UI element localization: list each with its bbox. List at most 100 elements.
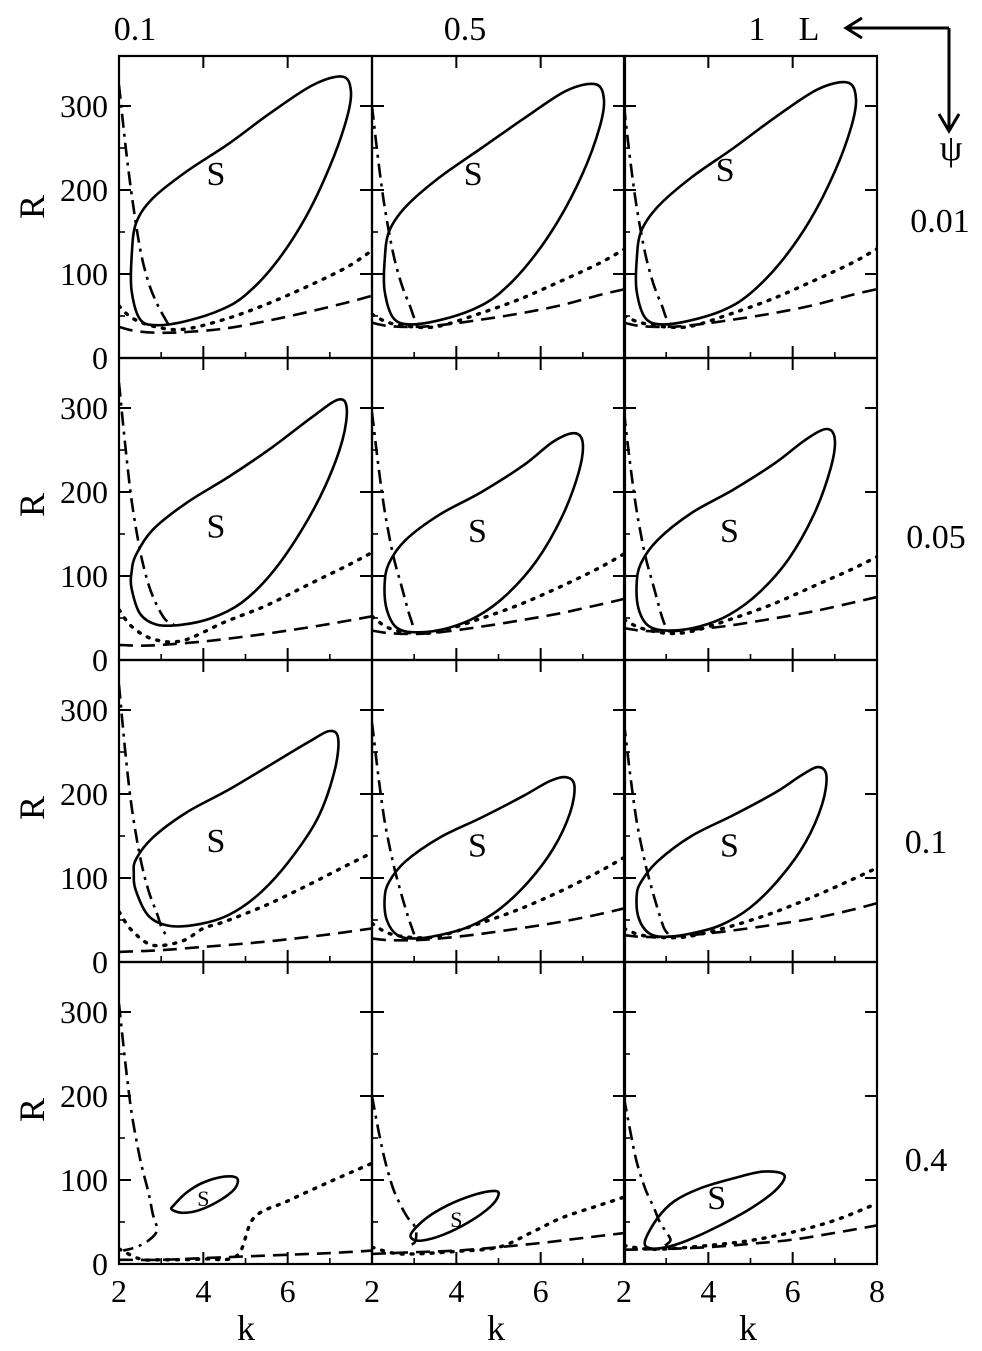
panel-L1-psi0.4: S bbox=[622, 960, 879, 1266]
stable-region-label: S bbox=[207, 156, 226, 193]
curve-dotted bbox=[624, 1201, 877, 1251]
curve-dashdot bbox=[119, 1003, 159, 1252]
y-tick-label: 100 bbox=[60, 558, 108, 594]
panel-L0.5-psi0.1: S bbox=[370, 658, 627, 964]
panel-L0.5-psi0.4: S bbox=[370, 960, 627, 1266]
l-value-0.1: 0.1 bbox=[114, 11, 157, 48]
stable-region-label: S bbox=[464, 156, 483, 193]
curve-dotted bbox=[372, 551, 625, 636]
series-group bbox=[372, 722, 625, 942]
curve-dashed bbox=[119, 294, 372, 335]
curve-dashdot bbox=[624, 412, 670, 631]
series-group bbox=[372, 412, 625, 636]
stable-region-label: S bbox=[707, 1180, 726, 1217]
psi-axis-label: ψ bbox=[940, 128, 963, 168]
y-axis-label-row-3: R bbox=[12, 796, 52, 820]
y-tick-label: 100 bbox=[60, 1162, 108, 1198]
panel-L1-psi0.1: S bbox=[622, 658, 879, 964]
y-tick-label: 0 bbox=[92, 1246, 108, 1282]
panel-L0.1-psi0.01: S bbox=[117, 54, 374, 360]
curve-dashed bbox=[624, 1224, 877, 1251]
panel-L0.1-psi0.4: S bbox=[117, 960, 374, 1266]
curve-solid bbox=[169, 1175, 240, 1215]
curve-dashdot bbox=[372, 412, 416, 631]
curve-dashed bbox=[372, 597, 625, 636]
curve-dashed bbox=[119, 927, 372, 954]
y-tick-label: 200 bbox=[60, 1078, 108, 1114]
curve-dashdot bbox=[372, 722, 416, 935]
curve-dotted bbox=[624, 555, 877, 636]
y-tick-label: 300 bbox=[60, 692, 108, 728]
stable-region-label: S bbox=[468, 827, 487, 864]
stable-region-label: S bbox=[720, 513, 739, 550]
panel-L1-psi0.05: S bbox=[622, 356, 879, 662]
curve-dashed bbox=[372, 1231, 625, 1256]
x-tick-label: 6 bbox=[785, 1273, 801, 1309]
curve-dotted bbox=[372, 1195, 625, 1256]
curve-dashed bbox=[624, 287, 877, 329]
curve-solid bbox=[132, 729, 340, 928]
x-axis-label-col-2: k bbox=[487, 1308, 505, 1348]
series-group bbox=[624, 1097, 877, 1252]
y-axis-label-row-4: R bbox=[12, 1098, 52, 1122]
series-group bbox=[119, 75, 372, 335]
curve-dotted bbox=[119, 550, 372, 644]
panel-L0.5-psi0.05: S bbox=[370, 356, 627, 662]
y-axis-label-row-1: R bbox=[12, 195, 52, 219]
panel-frame bbox=[117, 960, 374, 1266]
curve-dashdot bbox=[624, 105, 672, 324]
curve-dashed bbox=[119, 615, 372, 647]
stable-region-label: S bbox=[197, 1186, 209, 1211]
curve-dotted bbox=[372, 247, 625, 330]
x-tick-label: 2 bbox=[364, 1273, 380, 1309]
x-tick-label: 2 bbox=[616, 1273, 632, 1309]
l-value-1: 1 bbox=[749, 11, 766, 48]
curve-dotted bbox=[119, 1161, 372, 1262]
panel-frame bbox=[370, 54, 627, 360]
psi-value-0.01: 0.01 bbox=[910, 203, 970, 240]
panel-frame bbox=[117, 356, 374, 662]
stable-region-label: S bbox=[207, 509, 226, 546]
panel-frame bbox=[622, 658, 879, 964]
curve-solid bbox=[129, 75, 353, 327]
curve-dashdot bbox=[119, 684, 167, 935]
panel-frame bbox=[622, 54, 879, 360]
curve-solid bbox=[383, 775, 576, 940]
panel-L0.5-psi0.01: S bbox=[370, 54, 627, 360]
curve-dotted bbox=[624, 247, 877, 330]
y-tick-label: 200 bbox=[60, 172, 108, 208]
panel-L0.1-psi0.1: S bbox=[117, 658, 374, 964]
y-tick-label: 100 bbox=[60, 256, 108, 292]
x-axis-label-col-1: k bbox=[237, 1308, 255, 1348]
curve-dotted bbox=[624, 866, 877, 940]
y-axis-label-row-2: R bbox=[12, 493, 52, 517]
series-group bbox=[624, 412, 877, 636]
l-axis-label: L bbox=[799, 11, 820, 48]
curve-dashed bbox=[372, 906, 625, 942]
series-group bbox=[372, 82, 625, 330]
series-group bbox=[624, 80, 877, 330]
x-tick-label: 2 bbox=[111, 1273, 127, 1309]
curve-solid bbox=[643, 1170, 786, 1250]
curve-dashed bbox=[372, 287, 625, 329]
curve-solid bbox=[383, 431, 585, 634]
psi-value-0.4: 0.4 bbox=[905, 1142, 948, 1179]
curve-dashdot bbox=[624, 722, 670, 936]
stable-region-label: S bbox=[450, 1207, 462, 1232]
series-group bbox=[372, 1095, 625, 1256]
curve-dashdot bbox=[119, 84, 171, 327]
x-tick-label: 4 bbox=[448, 1273, 464, 1309]
curve-solid bbox=[635, 427, 837, 632]
series-group bbox=[119, 1003, 372, 1262]
curve-solid bbox=[382, 82, 606, 326]
curve-solid bbox=[635, 765, 828, 939]
x-tick-label: 6 bbox=[280, 1273, 296, 1309]
x-tick-label: 4 bbox=[195, 1273, 211, 1309]
y-tick-label: 100 bbox=[60, 860, 108, 896]
y-tick-label: 0 bbox=[92, 340, 108, 376]
x-tick-label: 4 bbox=[700, 1273, 716, 1309]
panel-frame bbox=[117, 54, 374, 360]
tick-labels: 0 100 200 300 0 100 200 300 0 100 200 300 0 100 200 300… bbox=[60, 88, 885, 1309]
curve-dashed bbox=[624, 595, 877, 633]
